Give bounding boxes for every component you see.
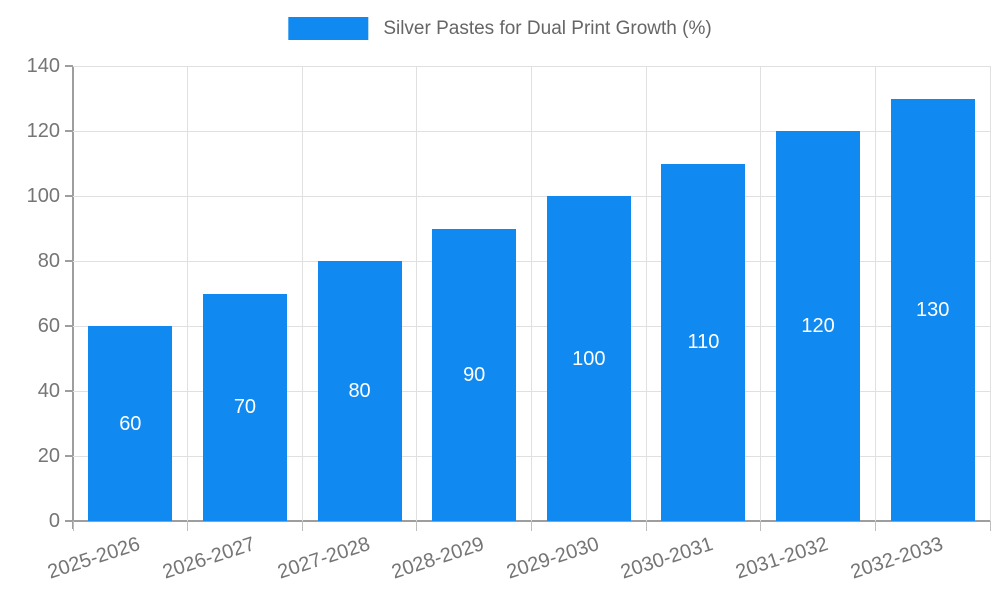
- y-axis-tick: [65, 455, 73, 457]
- bar: [432, 228, 517, 521]
- legend-label: Silver Pastes for Dual Print Growth (%): [383, 17, 712, 39]
- bar-value-label: 120: [801, 315, 835, 337]
- bar: [890, 98, 975, 521]
- legend-item[interactable]: Silver Pastes for Dual Print Growth (%): [288, 17, 712, 40]
- y-tick-label: 100: [26, 185, 60, 207]
- y-axis-tick: [65, 260, 73, 262]
- v-gridline: [301, 66, 303, 521]
- bar-value-label: 100: [572, 347, 606, 370]
- y-tick-label: 80: [37, 250, 60, 272]
- bar: [88, 326, 173, 521]
- y-axis-tick: [65, 325, 73, 327]
- x-axis-tick: [874, 521, 876, 531]
- bar: [546, 196, 631, 521]
- y-tick-label: 40: [37, 380, 60, 402]
- y-tick-label: 20: [37, 445, 60, 467]
- v-gridline: [416, 66, 418, 521]
- bar-value-label: 130: [916, 298, 950, 321]
- y-axis-tick: [65, 195, 73, 197]
- bar-value-label: 90: [463, 363, 486, 386]
- y-axis-tick: [65, 65, 73, 67]
- bar-value-label: 110: [687, 331, 720, 354]
- x-axis-tick: [416, 521, 418, 531]
- y-tick-label: 0: [48, 510, 60, 532]
- x-axis-tick: [531, 521, 532, 531]
- y-tick-label: 60: [37, 315, 60, 337]
- legend-swatch: [288, 17, 369, 40]
- bar: [776, 131, 861, 521]
- bar: [202, 293, 287, 521]
- bar-value-label: 60: [119, 412, 142, 435]
- x-axis-tick: [187, 521, 189, 531]
- x-axis-tick: [760, 521, 762, 531]
- v-gridline: [989, 66, 991, 521]
- v-gridline: [187, 66, 189, 521]
- y-axis-tick: [65, 390, 73, 392]
- y-axis-tick: [65, 520, 73, 522]
- bar-value-label: 80: [348, 380, 371, 402]
- h-gridline: [73, 65, 990, 67]
- x-axis-tick: [301, 521, 303, 531]
- x-axis-tick: [989, 521, 991, 531]
- x-axis-tick: [645, 521, 647, 531]
- v-gridline: [531, 66, 532, 521]
- x-axis-tick: [72, 521, 74, 531]
- v-gridline: [874, 66, 876, 521]
- bar: [661, 163, 746, 521]
- plot-area: 0 20 40 60 80 100 120 140 60 2025-2026 70 2026-2027…: [27, 56, 991, 583]
- bar: [317, 261, 402, 521]
- y-tick-label: 120: [26, 120, 60, 142]
- y-axis-line: [72, 66, 74, 529]
- bar-value-label: 70: [233, 396, 257, 419]
- v-gridline: [645, 66, 647, 521]
- y-axis-tick: [65, 130, 73, 132]
- v-gridline: [760, 66, 762, 521]
- y-tick-label: 140: [26, 55, 60, 77]
